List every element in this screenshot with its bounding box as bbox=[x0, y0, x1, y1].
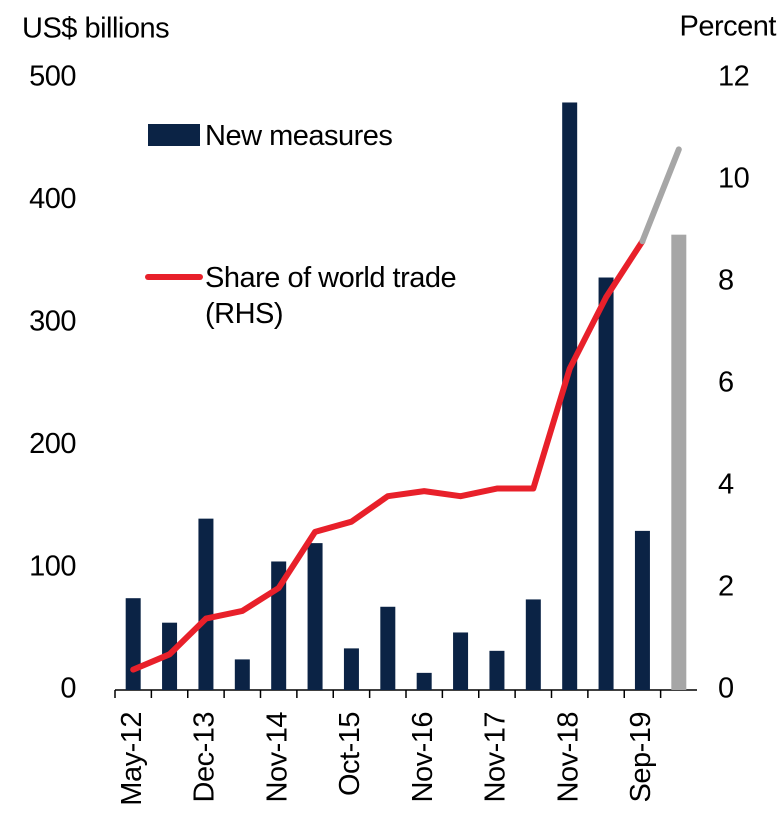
x-tick-label: Nov-18 bbox=[552, 712, 584, 803]
bar bbox=[562, 102, 578, 691]
bar bbox=[125, 598, 141, 690]
bar bbox=[307, 543, 323, 690]
y-tick-label: 300 bbox=[29, 305, 76, 337]
legend-label: New measures bbox=[205, 120, 393, 152]
x-tick-label: Dec-13 bbox=[189, 712, 221, 803]
y2-tick-label: 12 bbox=[718, 61, 749, 93]
legend-label: Share of world trade (RHS) bbox=[205, 262, 457, 330]
y2-tick-label: 2 bbox=[718, 571, 734, 603]
bar bbox=[634, 530, 650, 690]
bar bbox=[671, 234, 687, 690]
y2-tick-label: 0 bbox=[718, 673, 734, 705]
bar bbox=[489, 650, 505, 690]
y-tick-label: 0 bbox=[60, 673, 76, 705]
y-tick-label: 100 bbox=[29, 550, 76, 582]
y-tick-label: 200 bbox=[29, 428, 76, 460]
x-tick-label: Nov-14 bbox=[261, 712, 293, 803]
bar bbox=[380, 606, 396, 690]
bar bbox=[525, 599, 541, 690]
y-tick-label: 500 bbox=[29, 61, 76, 93]
y2-tick-label: 10 bbox=[718, 163, 749, 195]
line bbox=[639, 146, 682, 245]
bar bbox=[453, 632, 469, 690]
y2-tick-label: 8 bbox=[718, 265, 734, 297]
line bbox=[130, 238, 646, 673]
x-tick-label: Nov-17 bbox=[480, 712, 512, 803]
y2-tick-label: 4 bbox=[718, 469, 734, 501]
legend-swatch bbox=[148, 124, 200, 146]
x-tick-label: Oct-15 bbox=[334, 712, 366, 796]
bar bbox=[598, 277, 614, 690]
y-tick-label: 400 bbox=[29, 183, 76, 215]
bar bbox=[234, 659, 250, 690]
x-tick-label: Nov-16 bbox=[407, 712, 439, 803]
y2-tick-label: 6 bbox=[718, 367, 734, 399]
bar bbox=[343, 648, 359, 690]
bar bbox=[416, 672, 432, 690]
x-tick-label: Sep-19 bbox=[625, 712, 657, 803]
x-tick-label: May-12 bbox=[116, 712, 148, 806]
bar bbox=[198, 518, 214, 690]
y2-axis-label: Percent bbox=[680, 11, 777, 43]
y-axis-label: US$ billions bbox=[22, 13, 169, 45]
